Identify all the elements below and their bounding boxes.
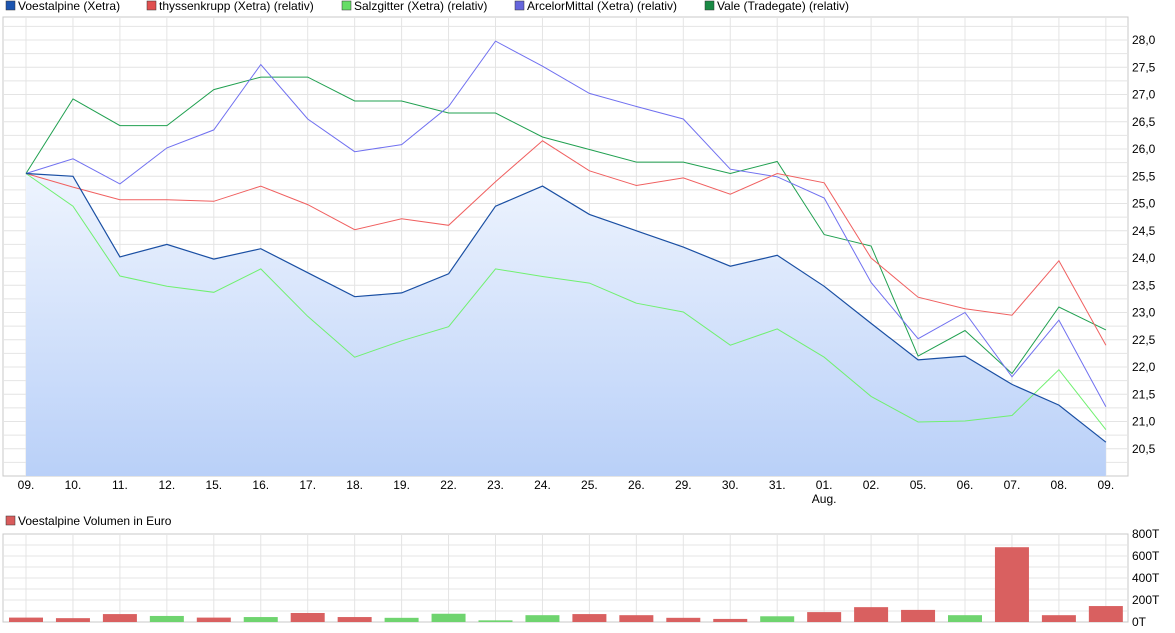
price-y-tick-label: 25,0 [1132, 197, 1156, 211]
legend-label: Voestalpine (Xetra) [18, 0, 120, 13]
salzgitter-xetra-relativ-line [25, 173, 1107, 431]
volume-bar [1041, 615, 1076, 622]
x-tick-label: 31. [769, 478, 786, 492]
x-tick-label: 05. [910, 478, 927, 492]
volume-bar [994, 547, 1029, 622]
x-tick-label: 26. [628, 478, 645, 492]
volume-grid [2, 533, 1129, 623]
volume-bar [760, 616, 795, 622]
volume-bar [572, 614, 607, 622]
volume-legend-swatch [5, 515, 16, 526]
price-y-tick-label: 28,0 [1132, 33, 1156, 47]
x-tick-label: 12. [159, 478, 176, 492]
volume-y-tick-label: 200T [1132, 593, 1160, 607]
legend-label: ArcelorMittal (Xetra) (relativ) [527, 0, 677, 13]
volume-y-axis: 0T 200T 400T 600T 800T [1132, 527, 1160, 629]
volume-bar [478, 620, 513, 622]
legend-swatch [704, 0, 715, 11]
x-tick-label: 15. [205, 478, 222, 492]
x-tick-label: 09. [1098, 478, 1115, 492]
volume-bars [9, 547, 1123, 622]
volume-bar [619, 615, 654, 622]
volume-bar [290, 612, 325, 622]
volume-bar [196, 617, 231, 622]
legend-label: Salzgitter (Xetra) (relativ) [354, 0, 487, 13]
price-y-tick-label: 24,0 [1132, 251, 1156, 265]
volume-bar [901, 609, 936, 622]
x-tick-label: 10. [65, 478, 82, 492]
x-tick-label: 29. [675, 478, 692, 492]
volume-y-tick-label: 0T [1132, 615, 1147, 629]
x-tick-label: 25. [581, 478, 598, 492]
arcelormittal-xetra-relativ-line [25, 40, 1107, 408]
volume-y-tick-label: 400T [1132, 571, 1160, 585]
volume-bar [854, 607, 889, 622]
price-y-axis: 20,5 21,0 21,5 22,0 22,5 23,0 23,5 24,0 24,5 25,0… [1132, 33, 1156, 456]
price-y-tick-label: 21,5 [1132, 387, 1156, 401]
volume-legend-label: Voestalpine Volumen in Euro [18, 514, 172, 528]
price-y-tick-label: 27,0 [1132, 88, 1156, 102]
volume-bar [525, 615, 560, 622]
volume-bar [384, 617, 419, 622]
legend-swatch [5, 0, 16, 11]
volume-legend: Voestalpine Volumen in Euro [5, 514, 172, 528]
volume-bar [431, 613, 466, 622]
legend-label: Vale (Tradegate) (relativ) [717, 0, 849, 13]
x-tick-label: 16. [252, 478, 269, 492]
x-tick-label: 22. [440, 478, 457, 492]
price-y-tick-label: 20,5 [1132, 442, 1156, 456]
price-series-lines [25, 40, 1107, 443]
price-y-tick-label: 26,5 [1132, 115, 1156, 129]
volume-y-tick-label: 600T [1132, 549, 1160, 563]
x-tick-label: 06. [957, 478, 974, 492]
legend-swatch [146, 0, 157, 11]
volume-bar [807, 612, 842, 622]
price-y-tick-label: 22,0 [1132, 360, 1156, 374]
thyssenkrupp-xetra-relativ-line [25, 140, 1107, 346]
volume-y-tick-label: 800T [1132, 527, 1160, 541]
x-tick-label: 02. [863, 478, 880, 492]
voestalpine-area-fill [26, 173, 1106, 476]
volume-bar [243, 617, 278, 622]
x-tick-label: 30. [722, 478, 739, 492]
x-tick-label: 09. [18, 478, 35, 492]
x-tick-label: 19. [393, 478, 410, 492]
price-y-tick-label: 25,5 [1132, 169, 1156, 183]
x-tick-label: 11. [112, 478, 128, 492]
volume-bar [149, 615, 184, 622]
volume-bar [713, 618, 748, 622]
date-x-axis: 09. 10. 11. 12. 15. 16. 17. 18. 19. 22. 23. 24. 25. 2… [18, 478, 1115, 506]
price-y-tick-label: 21,0 [1132, 415, 1156, 429]
vale-tradegate-relativ-line [25, 76, 1107, 375]
price-legend: Voestalpine (Xetra) thyssenkrupp (Xetra) … [5, 0, 849, 13]
voestalpine-area [26, 173, 1106, 476]
volume-bar [102, 614, 137, 622]
volume-bar [948, 615, 982, 622]
volume-bar [666, 617, 701, 622]
volume-bar [9, 617, 43, 622]
x-tick-label: 01. [816, 478, 833, 492]
legend-label: thyssenkrupp (Xetra) (relativ) [159, 0, 314, 13]
voestalpine-xetra-line [25, 172, 1107, 443]
x-tick-label: 24. [534, 478, 551, 492]
price-y-tick-label: 22,5 [1132, 333, 1156, 347]
price-y-tick-label: 23,0 [1132, 306, 1156, 320]
x-tick-label: 17. [299, 478, 316, 492]
price-y-tick-label: 26,0 [1132, 142, 1156, 156]
price-y-tick-label: 23,5 [1132, 278, 1156, 292]
volume-bar [55, 618, 90, 622]
volume-bar [1088, 606, 1123, 622]
volume-bar [337, 617, 372, 622]
x-tick-label: 08. [1051, 478, 1068, 492]
x-tick-label: 23. [487, 478, 504, 492]
price-y-tick-label: 27,5 [1132, 60, 1156, 74]
legend-swatch [341, 0, 352, 11]
x-tick-label: 07. [1004, 478, 1021, 492]
price-y-tick-label: 24,5 [1132, 224, 1156, 238]
x-tick-label: 18. [346, 478, 363, 492]
x-tick-sublabel: Aug. [812, 492, 837, 506]
legend-swatch [514, 0, 525, 11]
